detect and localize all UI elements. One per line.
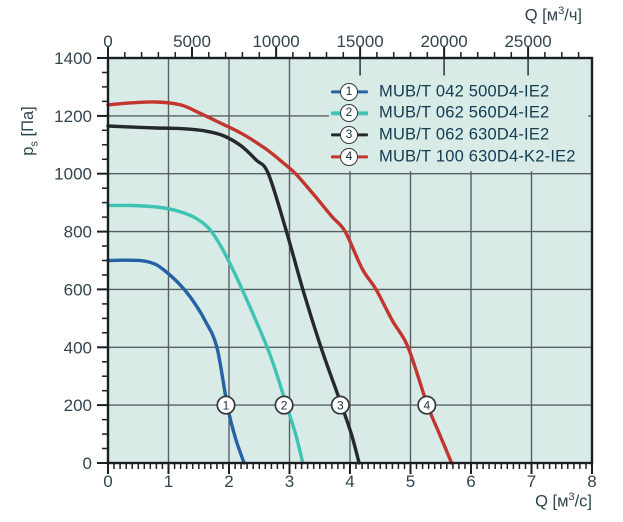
legend-item-2: 2 MUB/T 062 560D4-IE2 <box>330 103 588 125</box>
top-tick-label-10000: 10000 <box>252 32 299 51</box>
legend-item-3: 3 MUB/T 062 630D4-IE2 <box>330 124 588 146</box>
y-axis-title: ps [Па] <box>19 81 41 181</box>
left-tick-label-200: 200 <box>64 396 92 415</box>
curve-4 <box>106 100 454 465</box>
top-tick-label-0: 0 <box>103 32 112 51</box>
legend-label-2: MUB/T 062 560D4-IE2 <box>379 103 550 122</box>
top-axis-title: Q [м3/ч] <box>478 5 582 26</box>
bottom-tick-label-8: 8 <box>587 472 596 491</box>
legend-item-4: 4 MUB/T 100 630D4-K2-IE2 <box>330 146 588 168</box>
left-tick-label-1200: 1200 <box>54 107 92 126</box>
top-axis-title-text: Q [м <box>524 6 559 25</box>
legend-number-badge-2: 2 <box>340 104 358 123</box>
curve-marker-1 <box>216 395 236 415</box>
top-tick-label-20000: 20000 <box>420 32 467 51</box>
top-axis-title-sup: 3 <box>558 5 565 17</box>
curve-marker-2 <box>274 395 294 415</box>
bottom-axis-title-sup: 3 <box>568 491 575 503</box>
legend-item-1: 1 MUB/T 042 500D4-IE2 <box>330 81 588 103</box>
top-axis-title-unit: /ч] <box>564 6 582 25</box>
y-axis-title-sub: s <box>28 141 41 147</box>
legend-number-badge-4: 4 <box>340 147 358 166</box>
bottom-tick-label-7: 7 <box>527 472 536 491</box>
legend-label-3: MUB/T 062 630D4-IE2 <box>379 125 550 144</box>
bottom-tick-label-4: 4 <box>345 472 354 491</box>
bottom-tick-label-1: 1 <box>164 472 173 491</box>
legend-label-4: MUB/T 100 630D4-K2-IE2 <box>379 147 576 166</box>
curve-marker-label-3: 3 <box>337 398 344 412</box>
left-tick-label-400: 400 <box>64 338 92 357</box>
curve-marker-label-1: 1 <box>223 398 230 412</box>
curve-marker-label-2: 2 <box>281 398 288 412</box>
top-tick-label-25000: 25000 <box>504 32 551 51</box>
bottom-axis-title-unit: /с] <box>574 492 592 511</box>
bottom-tick-label-3: 3 <box>285 472 294 491</box>
bottom-axis-title-text: Q [м <box>535 492 569 511</box>
legend-background <box>329 59 588 172</box>
left-tick-label-1000: 1000 <box>54 165 92 184</box>
curve-marker-4 <box>417 395 437 415</box>
left-tick-label-0: 0 <box>83 454 92 473</box>
bottom-tick-label-2: 2 <box>224 472 233 491</box>
legend: 1 MUB/T 042 500D4-IE2 2 MUB/T 062 560D4-… <box>330 81 588 167</box>
y-axis-title-symbol: p <box>19 146 37 156</box>
top-tick-label-15000: 15000 <box>336 32 383 51</box>
y-axis-title-unit: [Па] <box>19 106 37 142</box>
bottom-tick-label-0: 0 <box>103 472 112 491</box>
bottom-tick-label-6: 6 <box>466 472 475 491</box>
plot-border <box>106 56 594 465</box>
curve-marker-3 <box>330 395 350 415</box>
bottom-tick-label-5: 5 <box>406 472 415 491</box>
curve-marker-label-4: 4 <box>423 398 430 412</box>
left-tick-label-1400: 1400 <box>54 49 92 68</box>
left-tick-label-800: 800 <box>64 223 92 242</box>
left-tick-label-600: 600 <box>64 280 92 299</box>
legend-label-1: MUB/T 042 500D4-IE2 <box>379 82 550 101</box>
legend-number-badge-3: 3 <box>340 125 358 144</box>
legend-number-badge-1: 1 <box>340 82 358 101</box>
bottom-axis-title: Q [м3/с] <box>500 491 592 512</box>
top-tick-label-5000: 5000 <box>173 32 211 51</box>
curve-3 <box>106 124 361 465</box>
